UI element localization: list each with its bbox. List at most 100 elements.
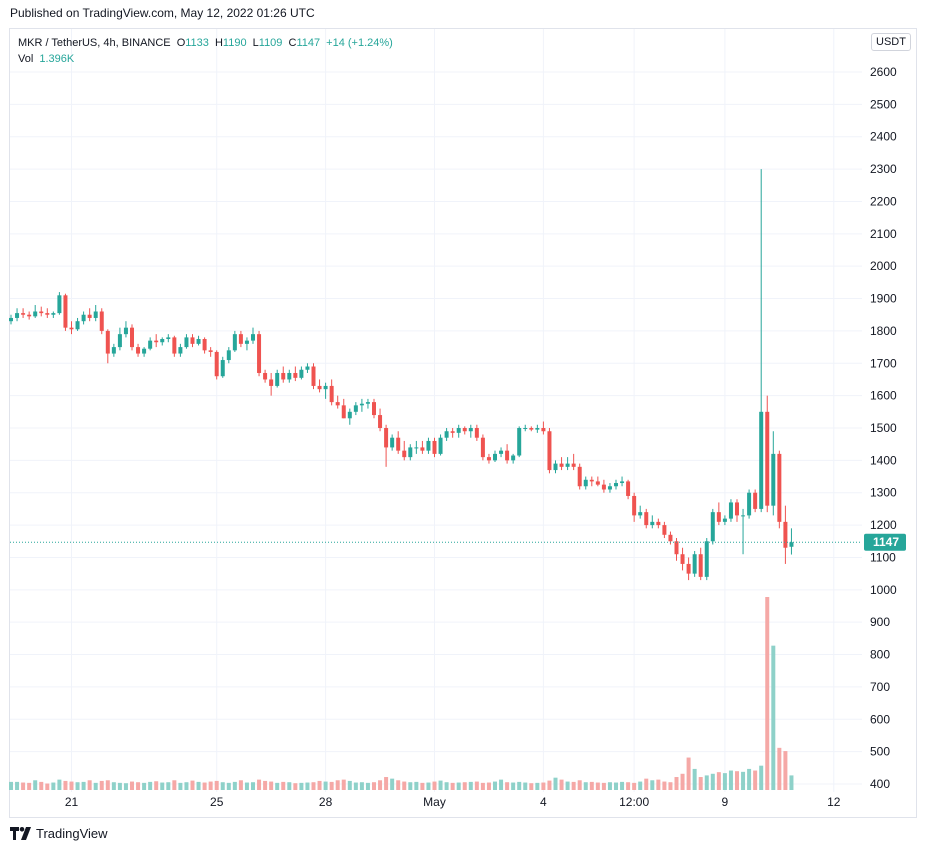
candle-body [323,385,328,390]
currency-button[interactable]: USDT [871,33,911,51]
volume-bar [111,782,116,790]
time-axis[interactable]: 21 25 28 May 4 12:00 9 12 [65,795,841,809]
candle-body [9,317,13,322]
volume-bar [559,779,564,790]
candle-body [305,366,310,370]
volume-bar [372,782,376,790]
candle-body [69,327,74,330]
candle-body [607,486,612,490]
volume-bars [9,597,794,790]
price-tick-label: 1900 [870,292,897,306]
chart-frame [9,28,917,818]
volume-bar [577,780,582,790]
volume-bar [595,782,600,790]
volume-bar [123,783,128,790]
volume-bar [704,775,709,790]
candle-body [99,311,104,331]
candle-body [595,481,600,485]
candle-body [710,512,715,542]
legend-close: C1147 [288,37,320,49]
time-tick-label: 12 [827,795,841,809]
candle-body [263,372,268,380]
candle-body [45,313,50,315]
candle-body [674,541,679,555]
candle-body [668,534,673,542]
last-price-badge-label: 1147 [873,535,899,549]
price-tick-label: 700 [870,680,890,694]
candle-body [753,492,758,509]
candle-body [178,347,183,354]
last-price-badge-bg [864,533,906,551]
volume-bar [305,782,310,790]
candle-body [777,453,782,522]
volume-bar [281,781,286,790]
price-tick-label: 1300 [870,486,897,500]
price-tick-label: 1500 [870,421,897,435]
candle-body [438,437,443,454]
volume-bar [420,782,425,790]
grid-lines [10,29,862,792]
candle-body [571,463,576,467]
volume-bar [226,782,231,790]
brand-footer[interactable]: TradingView [10,826,108,841]
volume-bar [184,782,189,790]
candle-body [601,484,606,490]
candle-body [462,428,467,432]
volume-bar [323,781,328,790]
legend-high-value: 1190 [222,37,247,49]
volume-bar [9,781,13,790]
volume-bar [777,747,782,790]
candle-body [686,563,691,574]
volume-bar [244,782,249,790]
legend-change: +14 (+1.24%) [326,37,393,49]
candle-body [281,372,286,380]
candle-body [384,428,389,448]
last-price-badge: 1147 [864,533,906,551]
volume-bar [15,781,20,790]
time-tick-label: 28 [319,795,333,809]
price-tick-label: 1400 [870,453,897,467]
candle-body [474,428,479,438]
volume-bar [57,779,62,790]
candle-body [632,495,637,516]
volume-bar [299,782,304,790]
volume-bar [656,779,661,790]
volume-bar [378,780,383,790]
price-tick-label: 1800 [870,324,897,338]
candle-body [111,347,116,354]
volume-bar [214,780,219,790]
price-axis[interactable]: 400 500 600 700 800 900 1000 1100 1200 1300 1400 15… [870,65,897,791]
candle-body [402,450,407,458]
price-tick-label: 1100 [870,550,896,564]
time-tick-label: 25 [210,795,224,809]
volume-bar [698,777,703,790]
volume-bar [486,782,491,790]
candle-body [275,372,280,386]
candle-body [468,428,473,432]
volume-bar [202,782,207,790]
volume-bar [632,782,637,790]
legend-low-value: 1109 [258,37,283,49]
candle-body [136,347,141,354]
volume-bar [178,782,183,790]
candle-body [650,521,655,526]
volume-bar [196,781,201,790]
candle-body [299,369,304,378]
volume-bar [402,781,407,790]
volume-bar [311,782,316,790]
time-tick-label: 12:00 [619,795,649,809]
candle-body [293,372,298,378]
volume-bar [142,782,147,790]
volume-bar [511,782,516,790]
candle-body [372,402,376,416]
legend-volume-label: Vol [18,53,34,65]
volume-bar [69,781,74,790]
volume-bar [765,597,770,790]
candle-body [535,428,540,430]
volume-bar [81,781,86,790]
legend-symbol[interactable]: MKR / TetherUS, 4h, BINANCE [18,37,171,49]
volume-bar [251,782,255,790]
volume-bar [208,781,213,790]
volume-bar [438,780,443,790]
